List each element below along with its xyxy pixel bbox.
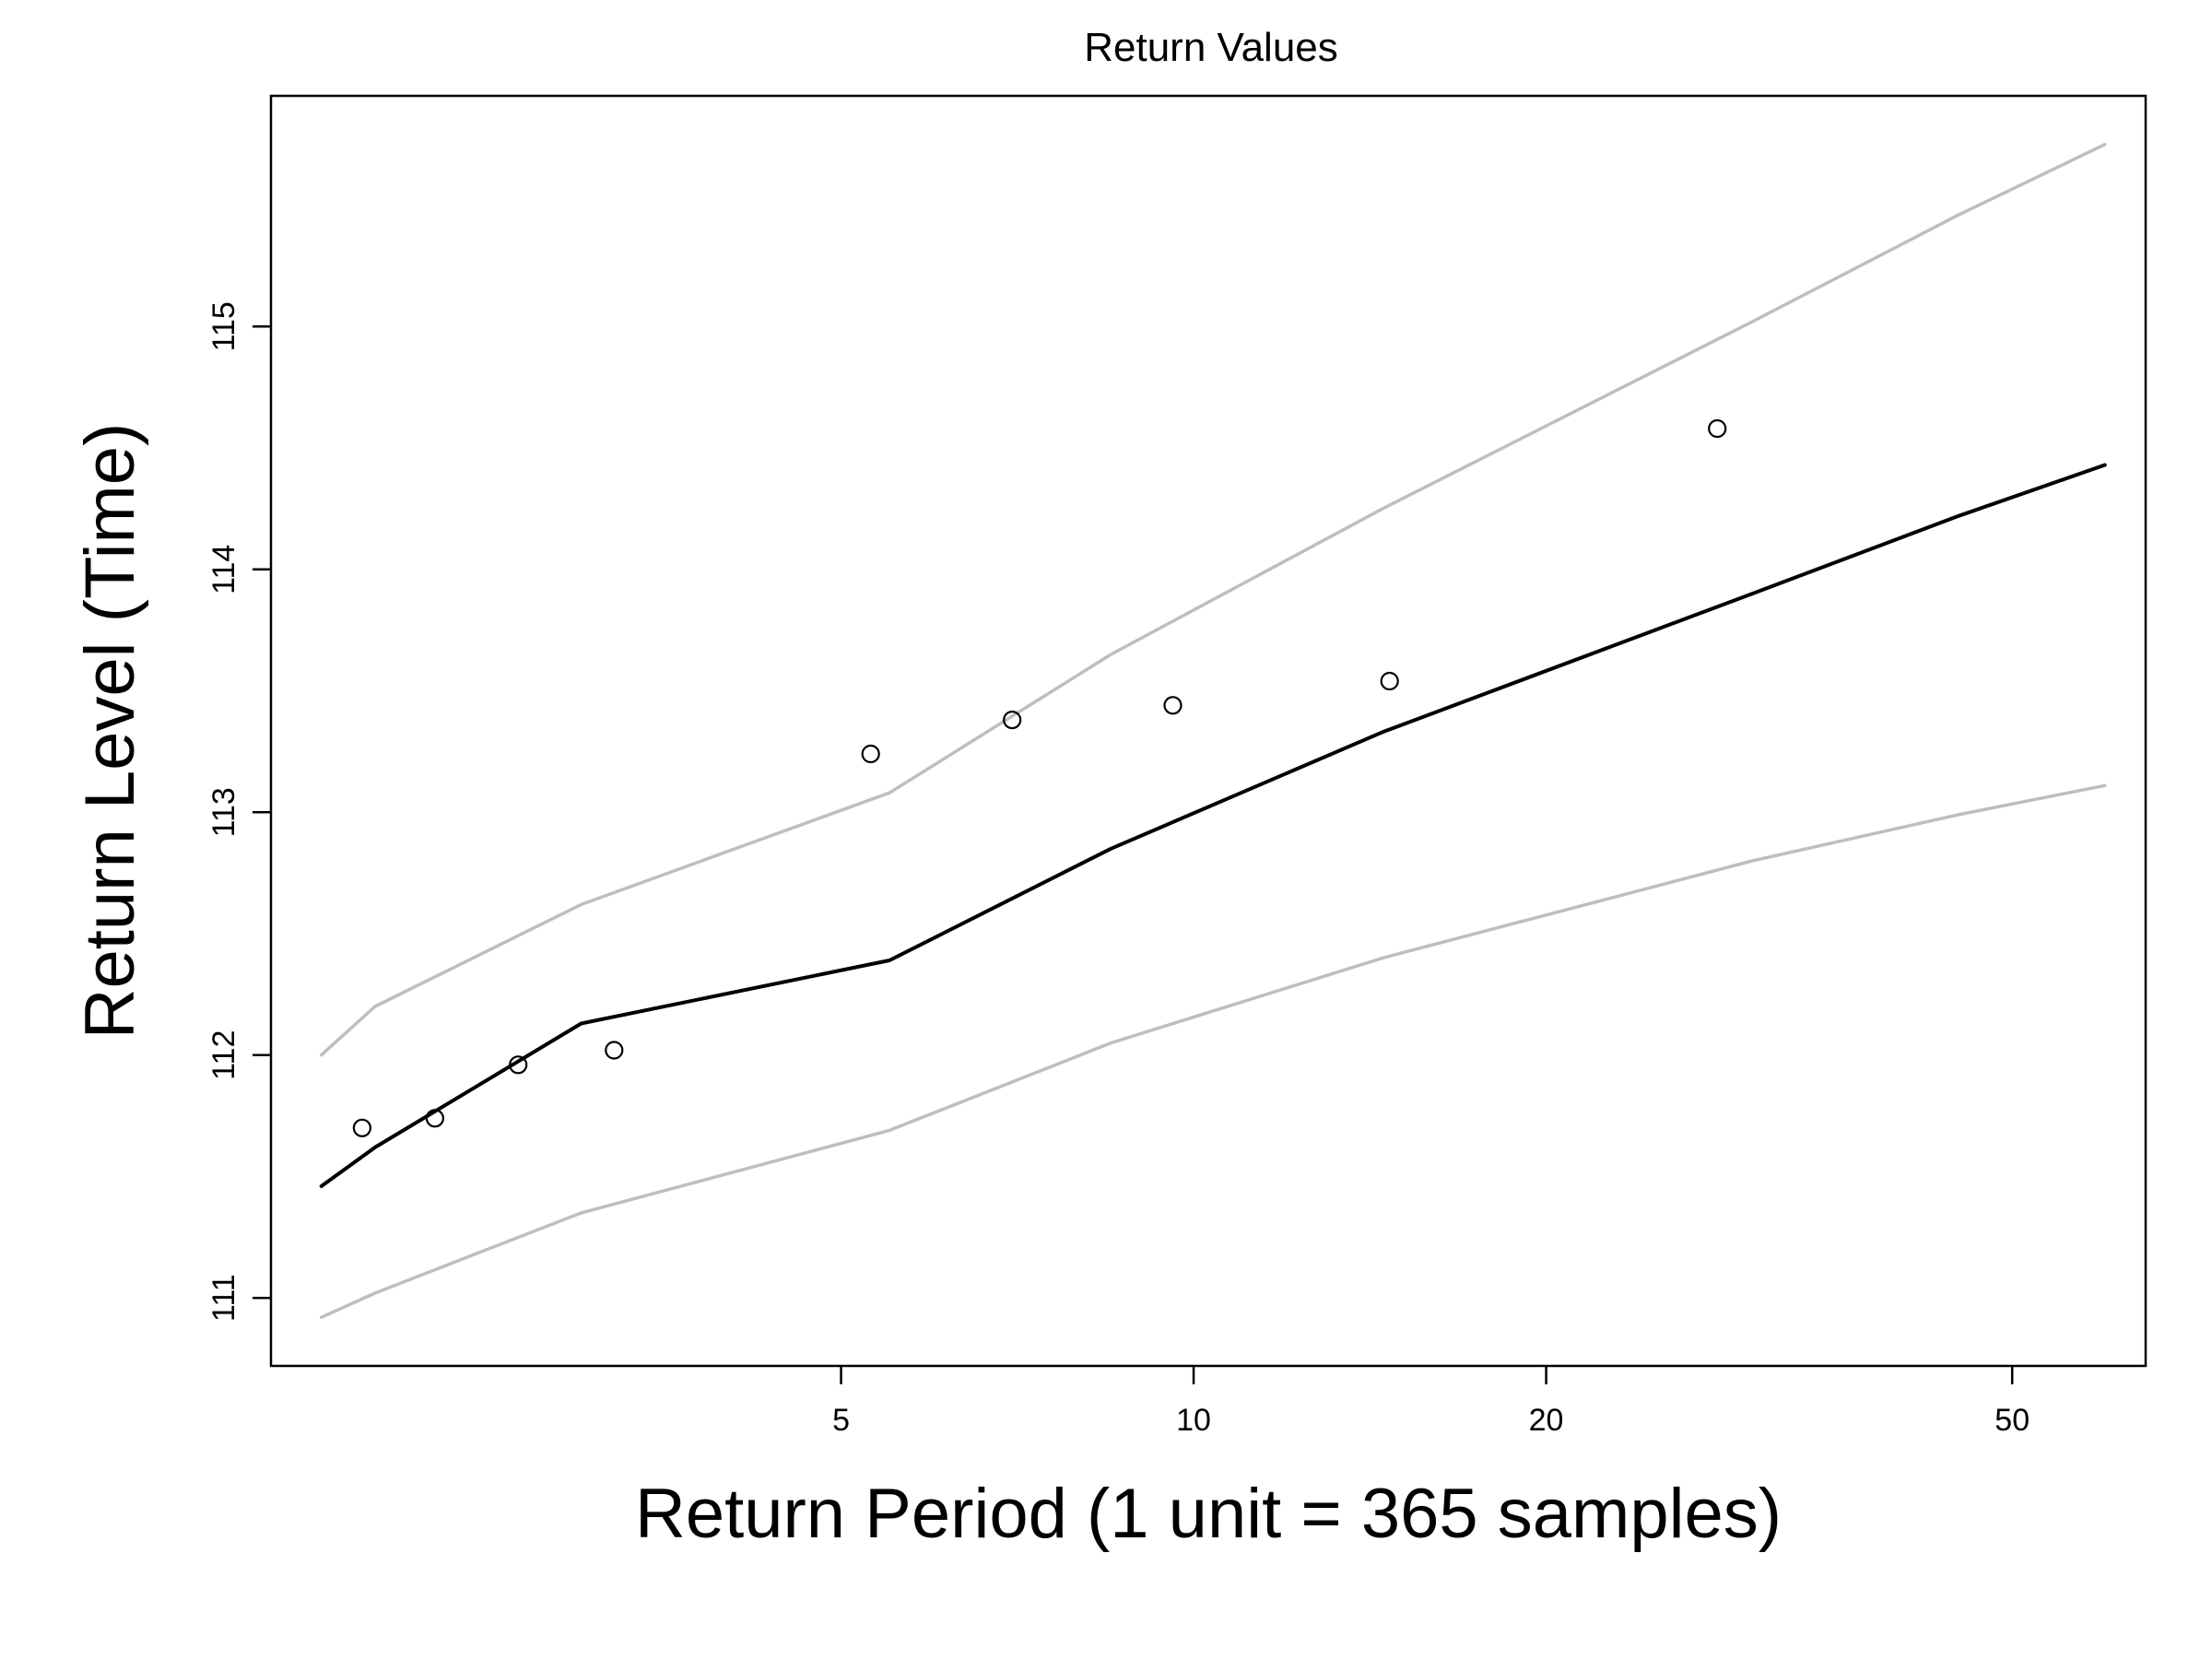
plot-frame	[269, 94, 2147, 1368]
data-point	[605, 1041, 624, 1060]
x-axis-title: Return Period (1 unit = 365 samples)	[635, 1475, 1782, 1553]
data-point	[861, 744, 880, 764]
data-point	[1708, 418, 1727, 439]
y-tick-label: 115	[206, 301, 241, 351]
series-line-lower	[319, 783, 2107, 1320]
y-tick-label: 113	[206, 787, 241, 837]
x-tick-label: 50	[1994, 1403, 2030, 1438]
data-point	[1380, 671, 1399, 691]
y-tick-label: 112	[206, 1030, 241, 1080]
plot-area	[269, 94, 2147, 1368]
series-layer	[319, 142, 2107, 1320]
data-point	[425, 1109, 444, 1128]
points-layer	[352, 418, 1727, 1137]
x-tick-label: 5	[832, 1403, 850, 1438]
series-line-estimate	[319, 463, 2107, 1188]
data-point	[509, 1055, 528, 1075]
chart-title: Return Values	[1084, 25, 1338, 70]
x-axis: 5 10 20 50	[832, 1366, 2030, 1438]
x-tick-label: 10	[1176, 1403, 1211, 1438]
y-tick-label: 114	[206, 545, 241, 594]
y-tick-label: 111	[206, 1274, 241, 1322]
data-point	[352, 1118, 371, 1137]
x-tick-label: 20	[1529, 1403, 1564, 1438]
y-axis: 111 112 113 114 115	[206, 301, 271, 1322]
series-line-upper	[319, 142, 2107, 1057]
data-point	[1003, 710, 1022, 730]
data-point	[1163, 696, 1182, 715]
y-axis-title: Return Level (Time)	[71, 423, 149, 1040]
